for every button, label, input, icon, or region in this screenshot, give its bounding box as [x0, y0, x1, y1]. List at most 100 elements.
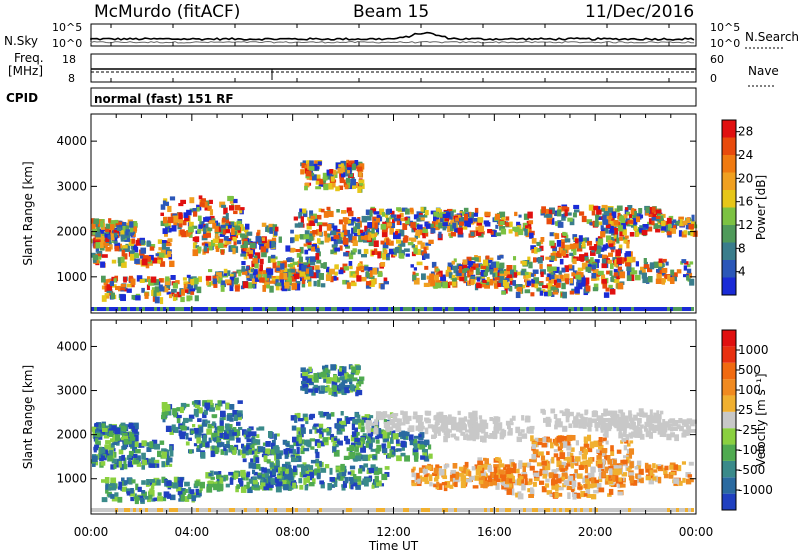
heatmap-cell: [148, 492, 153, 499]
heatmap-cell: [496, 464, 501, 472]
heatmap-cell: [404, 431, 410, 437]
heatmap-cell: [691, 220, 695, 227]
heatmap-cell: [644, 421, 650, 426]
heatmap-cell: [274, 465, 280, 470]
heatmap-cell: [341, 472, 347, 477]
heatmap-cell: [546, 264, 552, 269]
heatmap-cell: [352, 474, 357, 480]
heatmap-cell: [320, 208, 325, 213]
heatmap-cell: [627, 220, 634, 224]
heatmap-cell: [388, 240, 394, 246]
heatmap-cell: [308, 269, 314, 277]
heatmap-cell: [343, 217, 350, 224]
heatmap-cell: [585, 285, 591, 292]
heatmap-cell: [416, 224, 423, 230]
heatmap-cell: [371, 423, 376, 429]
heatmap-cell: [300, 216, 304, 224]
heatmap-cell: [167, 205, 172, 213]
ground-scatter-cell: [103, 307, 106, 311]
heatmap-cell: [463, 213, 469, 221]
heatmap-cell: [382, 430, 388, 434]
heatmap-cell: [419, 443, 426, 450]
heatmap-cell: [166, 480, 172, 486]
heatmap-cell: [587, 457, 593, 464]
heatmap-cell: [598, 476, 603, 483]
heatmap-cell: [317, 442, 321, 449]
ground-scatter-cell: [325, 307, 328, 311]
heatmap-cell: [318, 423, 324, 428]
heatmap-cell: [224, 270, 231, 276]
heatmap-cell: [308, 236, 314, 241]
ground-scatter-cell: [565, 307, 568, 311]
heatmap-cell: [442, 281, 448, 289]
heatmap-cell: [194, 400, 199, 404]
heatmap-cell: [442, 475, 448, 480]
heatmap-cell: [400, 452, 406, 457]
heatmap-cell: [381, 231, 388, 238]
heatmap-cell: [302, 413, 308, 421]
heatmap-cell: [154, 296, 160, 304]
heatmap-cell: [412, 415, 419, 420]
heatmap-cell: [212, 278, 217, 285]
heatmap-cell: [199, 202, 205, 207]
heatmap-cell: [228, 196, 234, 200]
heatmap-cell: [199, 443, 203, 449]
heatmap-cell: [380, 429, 385, 435]
heatmap-cell: [652, 428, 657, 434]
heatmap-cell: [229, 232, 236, 238]
heatmap-cell: [611, 218, 615, 222]
heatmap-cell: [655, 209, 662, 215]
heatmap-cell: [319, 414, 326, 418]
heatmap-cell: [301, 445, 305, 451]
heatmap-cell: [210, 403, 214, 410]
heatmap-cell: [149, 441, 154, 448]
heatmap-cell: [376, 444, 382, 452]
heatmap-cell: [113, 232, 118, 238]
heatmap-cell: [228, 471, 234, 476]
heatmap-cell: [304, 439, 310, 446]
heatmap-cell: [254, 485, 260, 491]
heatmap-cell: [303, 447, 310, 452]
heatmap-cell: [236, 416, 242, 421]
heatmap-cell: [150, 457, 156, 464]
heatmap-cell: [660, 410, 664, 415]
heatmap-cell: [552, 246, 558, 252]
heatmap-cell: [162, 287, 169, 293]
heatmap-cell: [558, 464, 564, 471]
heatmap-cell: [578, 283, 583, 290]
heatmap-cell: [565, 463, 571, 467]
heatmap-cell: [216, 272, 222, 278]
heatmap-cell: [234, 225, 241, 231]
heatmap-cell: [481, 424, 486, 430]
heatmap-cell: [546, 451, 550, 455]
heatmap-cell: [324, 233, 330, 237]
ground-scatter-cell: [415, 307, 418, 311]
heatmap-cell: [259, 264, 263, 272]
heatmap-cell: [525, 415, 531, 423]
heatmap-cell: [223, 272, 227, 276]
heatmap-cell: [658, 262, 663, 267]
heatmap-cell: [614, 422, 621, 429]
heatmap-cell: [556, 478, 562, 484]
heatmap-cell: [100, 452, 106, 456]
heatmap-cell: [287, 484, 294, 490]
heatmap-cell: [594, 259, 600, 263]
heatmap-cell: [271, 442, 275, 450]
heatmap-cell: [581, 453, 587, 460]
heatmap-cell: [524, 271, 529, 276]
heatmap-cell: [337, 440, 343, 446]
heatmap-cell: [248, 253, 253, 259]
heatmap-cell: [354, 437, 360, 442]
heatmap-cell: [528, 273, 535, 277]
heatmap-cell: [234, 277, 239, 283]
heatmap-cell: [477, 465, 483, 471]
heatmap-cell: [481, 275, 485, 280]
heatmap-cell: [416, 217, 421, 222]
heatmap-cell: [365, 420, 369, 425]
ground-scatter-cell: [682, 307, 685, 311]
heatmap-cell: [565, 408, 569, 412]
heatmap-cell: [144, 292, 149, 299]
heatmap-cell: [276, 267, 280, 271]
ground-scatter-cell: [247, 307, 250, 311]
heatmap-cell: [570, 447, 575, 452]
